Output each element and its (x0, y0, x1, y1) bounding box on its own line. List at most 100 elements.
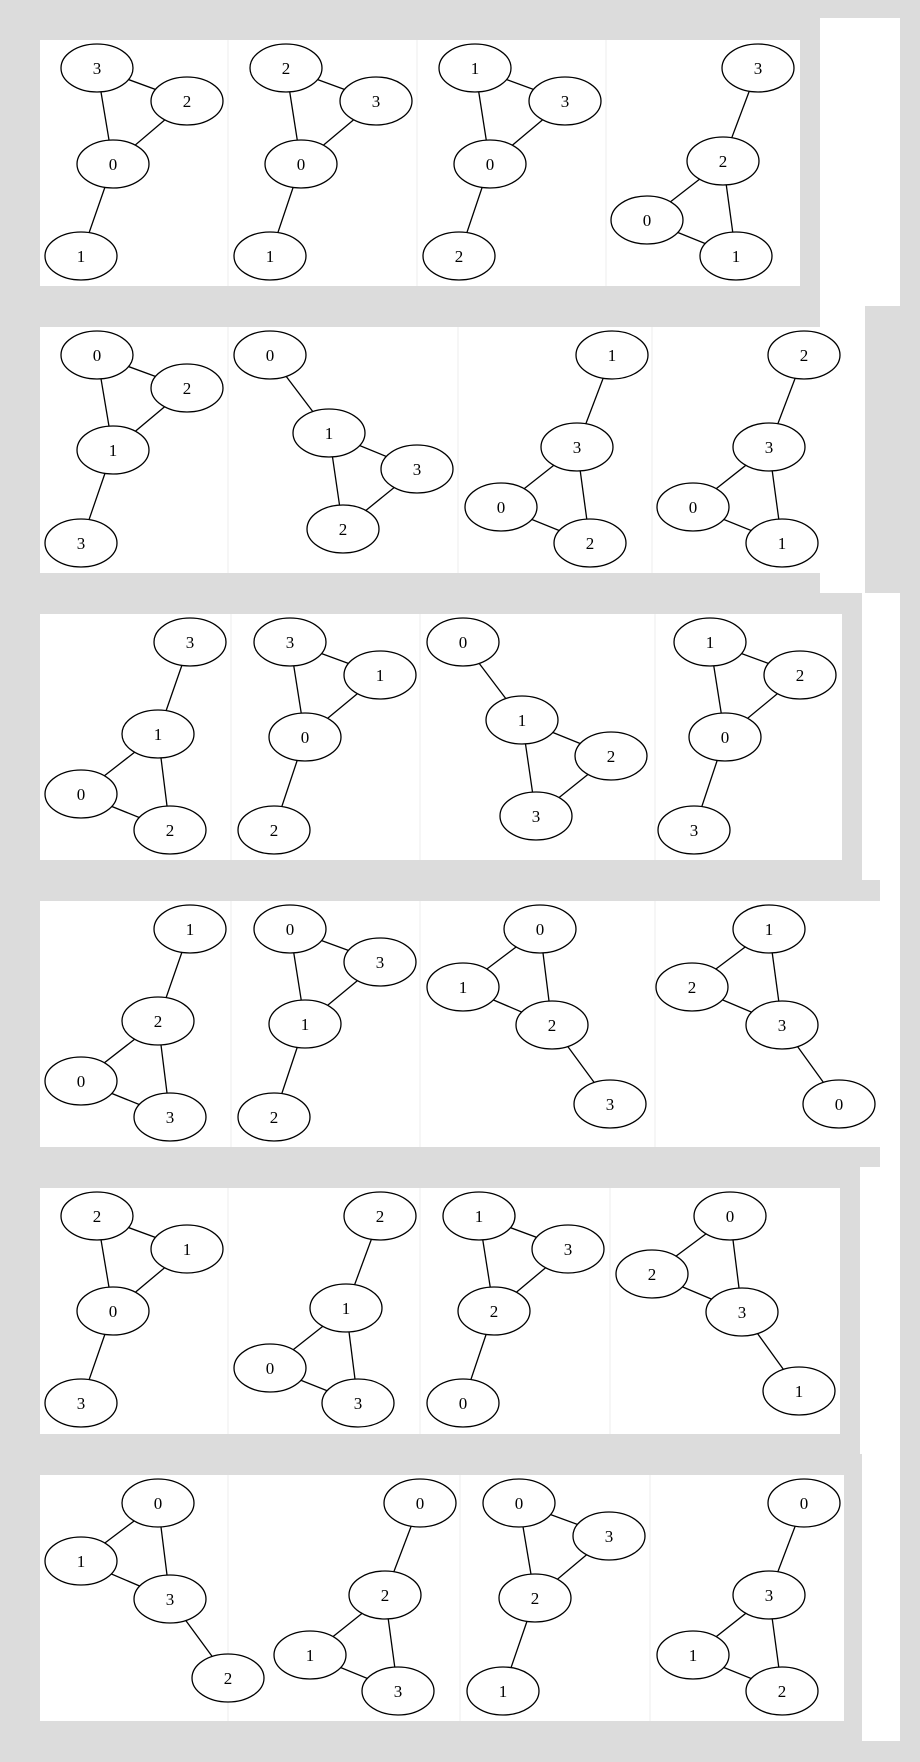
node-label: 0 (536, 920, 545, 939)
node-ellipse (150, 76, 224, 126)
graph-cell: 0 3 1 2 (237, 904, 417, 1142)
node-ellipse (309, 1283, 383, 1333)
node-ellipse (237, 805, 311, 855)
node-ellipse (249, 43, 323, 93)
graph-node: 1 (426, 962, 500, 1012)
node-ellipse (422, 231, 496, 281)
node-ellipse (656, 1630, 730, 1680)
node-ellipse (343, 650, 417, 700)
node-label: 0 (93, 346, 102, 365)
graph-node: 2 (191, 1653, 265, 1703)
node-label: 3 (286, 633, 295, 652)
node-ellipse (503, 904, 577, 954)
graph-node: 3 (44, 1378, 118, 1428)
graph-node: 2 (615, 1249, 689, 1299)
graph-node: 3 (732, 1570, 806, 1620)
node-label: 0 (721, 728, 730, 747)
node-ellipse (426, 617, 500, 667)
graph-node: 3 (499, 791, 573, 841)
node-ellipse (767, 1478, 841, 1528)
node-ellipse (699, 231, 773, 281)
graph-node: 1 (44, 1536, 118, 1586)
node-ellipse (572, 1511, 646, 1561)
node-ellipse (657, 805, 731, 855)
graph-node: 3 (705, 1287, 779, 1337)
graph-node: 0 (802, 1079, 876, 1129)
node-label: 3 (354, 1394, 363, 1413)
node-ellipse (453, 139, 527, 189)
node-label: 3 (532, 807, 541, 826)
node-ellipse (763, 650, 837, 700)
graph-node: 0 (233, 330, 307, 380)
node-label: 0 (266, 346, 275, 365)
node-ellipse (673, 617, 747, 667)
node-ellipse (705, 1287, 779, 1337)
node-label: 1 (732, 247, 741, 266)
node-ellipse (343, 1191, 417, 1241)
node-label: 3 (166, 1108, 175, 1127)
node-ellipse (732, 904, 806, 954)
panel-background (40, 40, 800, 286)
node-label: 2 (224, 1669, 233, 1688)
node-label: 0 (515, 1494, 524, 1513)
graph-node: 2 (422, 231, 496, 281)
node-label: 1 (471, 59, 480, 78)
node-label: 1 (325, 424, 334, 443)
node-label: 2 (339, 520, 348, 539)
node-ellipse (321, 1378, 395, 1428)
node-label: 1 (183, 1240, 192, 1259)
graph-node: 0 (426, 1378, 500, 1428)
graph-node: 1 (268, 999, 342, 1049)
node-label: 0 (109, 1302, 118, 1321)
node-ellipse (693, 1191, 767, 1241)
graph-node: 2 (745, 1666, 819, 1716)
node-label: 1 (342, 1299, 351, 1318)
graph-node: 1 (699, 231, 773, 281)
graph-cell: 3 2 0 1 (610, 43, 795, 281)
node-ellipse (121, 1478, 195, 1528)
node-label: 1 (77, 1552, 86, 1571)
node-ellipse (464, 482, 538, 532)
node-label: 3 (765, 438, 774, 457)
node-label: 2 (93, 1207, 102, 1226)
node-label: 2 (376, 1207, 385, 1226)
node-label: 0 (266, 1359, 275, 1378)
node-ellipse (44, 231, 118, 281)
node-ellipse (540, 422, 614, 472)
node-ellipse (121, 709, 195, 759)
node-ellipse (60, 330, 134, 380)
graph-node: 3 (732, 422, 806, 472)
background-strip (880, 880, 900, 1167)
node-label: 0 (486, 155, 495, 174)
node-label: 1 (475, 1207, 484, 1226)
node-ellipse (233, 330, 307, 380)
node-label: 0 (301, 728, 310, 747)
node-label: 2 (455, 247, 464, 266)
graph-node: 3 (339, 76, 413, 126)
graph-node: 2 (348, 1570, 422, 1620)
node-ellipse (60, 1191, 134, 1241)
graph-node: 2 (249, 43, 323, 93)
node-ellipse (656, 482, 730, 532)
node-ellipse (121, 996, 195, 1046)
background-strip (820, 18, 900, 306)
node-label: 2 (778, 1682, 787, 1701)
node-ellipse (339, 76, 413, 126)
graph-node: 2 (237, 1092, 311, 1142)
graph-node: 2 (121, 996, 195, 1046)
node-ellipse (44, 1378, 118, 1428)
node-ellipse (457, 1286, 531, 1336)
graph-node: 3 (572, 1511, 646, 1561)
node-ellipse (343, 937, 417, 987)
graph-node: 1 (76, 425, 150, 475)
node-ellipse (44, 518, 118, 568)
node-ellipse (76, 425, 150, 475)
graph-node: 1 (343, 650, 417, 700)
node-label: 0 (109, 155, 118, 174)
graph-node: 3 (361, 1666, 435, 1716)
graph-cell: 1 2 3 0 (655, 904, 876, 1129)
graph-node: 0 (767, 1478, 841, 1528)
node-label: 2 (166, 821, 175, 840)
node-label: 1 (518, 711, 527, 730)
